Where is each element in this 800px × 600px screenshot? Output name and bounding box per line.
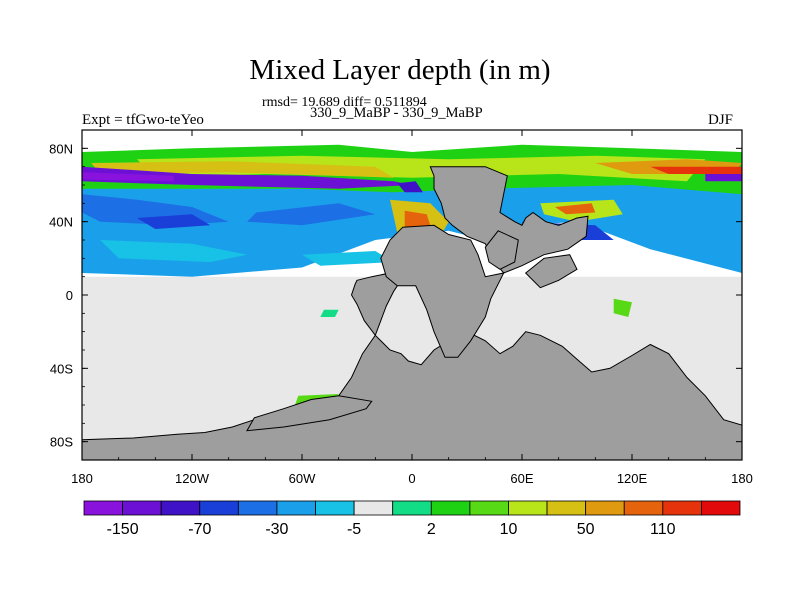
- y-tick-label-1: 40N: [49, 215, 73, 230]
- field-region-3: [137, 214, 211, 229]
- experiment-label: Expt = tfGwo-teYeo: [82, 112, 204, 128]
- field-region-15: [397, 181, 423, 193]
- colorbar-label-7: 110: [650, 521, 676, 538]
- case-names: 330_9_MaBP - 330_9_MaBP: [310, 105, 483, 121]
- colorbar-label-1: -70: [188, 521, 211, 538]
- season-label: DJF: [708, 112, 734, 128]
- land-americas: [82, 268, 742, 460]
- land-africa: [380, 224, 505, 358]
- field-region-23: [320, 309, 339, 317]
- field-region-13: [82, 172, 174, 182]
- land-antarctic-peninsula: [246, 395, 373, 432]
- field-region-12: [82, 166, 412, 189]
- colorbar-box-5: [276, 500, 316, 516]
- field-region-8: [137, 155, 706, 182]
- colorbar-box-15: [662, 500, 702, 516]
- colorbar-label-0: -150: [107, 521, 139, 538]
- colorbar-box-6: [315, 500, 355, 516]
- map-axes: 180 120W 60W 0 60E 120E 180 80N 40N 0 40S 80S: [49, 129, 753, 486]
- colorbar-label-2: -30: [265, 521, 288, 538]
- colorbar-box-12: [546, 500, 587, 516]
- field-region-14: [705, 174, 742, 182]
- colorbar: -150 -70 -30 -5 2 10 50 110: [83, 500, 741, 538]
- x-tick-label-2: 60W: [289, 471, 316, 486]
- land-eurasia: [429, 166, 589, 274]
- field-region-5: [100, 240, 247, 262]
- colorbar-label-4: 2: [427, 521, 436, 538]
- colorbar-box-0: [83, 500, 123, 516]
- x-tick-label-6: 180: [731, 471, 753, 486]
- x-tick-label-5: 120E: [617, 471, 648, 486]
- field-region-9: [91, 161, 394, 178]
- field-region-19: [555, 203, 596, 215]
- colorbar-label-5: 10: [500, 521, 518, 538]
- colorbar-box-1: [122, 500, 162, 516]
- land-arabia: [484, 230, 519, 270]
- chart-title: Mixed Layer depth (in m): [249, 54, 551, 86]
- y-tick-label-2: 0: [66, 288, 73, 303]
- x-tick-label-0: 180: [71, 471, 93, 486]
- rmsd-diff-stats: rmsd= 19.689 diff= 0.511894: [262, 95, 427, 110]
- colorbar-label-3: -5: [347, 521, 361, 538]
- colorbar-box-9: [430, 500, 471, 516]
- x-tick-label-1: 120W: [175, 471, 210, 486]
- colorbar-box-7: [353, 500, 394, 516]
- colorbar-box-3: [199, 500, 239, 516]
- colorbar-label-6: 50: [577, 521, 595, 538]
- colorbar-box-10: [469, 500, 509, 516]
- colorbar-box-4: [237, 500, 278, 516]
- colorbar-box-16: [701, 500, 741, 516]
- colorbar-box-13: [585, 500, 625, 516]
- colorbar-box-2: [160, 500, 201, 516]
- field-region-4: [247, 203, 376, 226]
- field-region-21: [613, 298, 632, 317]
- land-mask: [82, 166, 742, 460]
- colorbar-box-8: [392, 500, 432, 516]
- y-tick-label-4: 80S: [50, 435, 73, 450]
- x-tick-label-4: 60E: [510, 471, 533, 486]
- y-tick-label-0: 80N: [49, 141, 73, 156]
- colorbar-box-14: [623, 500, 664, 516]
- field-region-6: [302, 251, 394, 266]
- field-region-11: [650, 166, 742, 174]
- colorbar-box-11: [508, 500, 548, 516]
- land-india-asia: [524, 254, 578, 289]
- x-tick-label-3: 0: [408, 471, 415, 486]
- y-tick-label-3: 40S: [50, 361, 73, 376]
